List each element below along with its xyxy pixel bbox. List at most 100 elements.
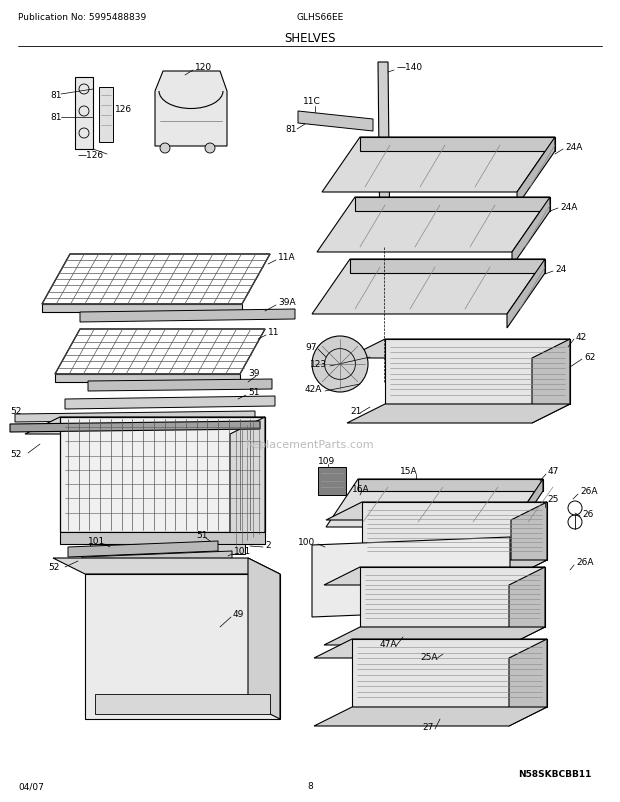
Polygon shape bbox=[60, 418, 265, 533]
Polygon shape bbox=[95, 695, 270, 714]
Text: Publication No: 5995488839: Publication No: 5995488839 bbox=[18, 14, 146, 22]
Polygon shape bbox=[230, 418, 265, 549]
Polygon shape bbox=[80, 310, 295, 322]
Polygon shape bbox=[358, 480, 543, 492]
Polygon shape bbox=[326, 502, 547, 520]
Text: ReplacementParts.com: ReplacementParts.com bbox=[246, 439, 374, 449]
Polygon shape bbox=[25, 418, 265, 435]
Text: 24: 24 bbox=[555, 265, 566, 274]
Polygon shape bbox=[532, 339, 570, 423]
Polygon shape bbox=[88, 379, 272, 391]
Polygon shape bbox=[15, 411, 255, 423]
Polygon shape bbox=[10, 422, 260, 432]
Polygon shape bbox=[352, 639, 547, 707]
Text: 51: 51 bbox=[248, 388, 260, 397]
Polygon shape bbox=[248, 558, 280, 719]
Polygon shape bbox=[60, 533, 265, 545]
Text: 51: 51 bbox=[196, 531, 208, 540]
Polygon shape bbox=[509, 567, 545, 645]
Text: 97: 97 bbox=[305, 343, 316, 352]
Polygon shape bbox=[317, 198, 550, 253]
Text: 26A: 26A bbox=[576, 558, 593, 567]
Circle shape bbox=[312, 337, 368, 392]
Text: 15A: 15A bbox=[400, 467, 418, 476]
Text: 11: 11 bbox=[268, 328, 280, 337]
Text: 04/07: 04/07 bbox=[18, 781, 44, 791]
Polygon shape bbox=[385, 339, 570, 404]
Text: 24A: 24A bbox=[565, 144, 582, 152]
Text: 26: 26 bbox=[582, 510, 593, 519]
Polygon shape bbox=[298, 111, 373, 132]
Text: 81: 81 bbox=[50, 91, 61, 99]
Text: —126: —126 bbox=[78, 150, 104, 160]
Polygon shape bbox=[82, 551, 232, 567]
Polygon shape bbox=[360, 567, 545, 627]
Text: 39A: 39A bbox=[278, 298, 296, 307]
Polygon shape bbox=[155, 72, 227, 147]
Polygon shape bbox=[512, 198, 550, 267]
Text: 47A: 47A bbox=[380, 640, 397, 649]
Text: 100: 100 bbox=[298, 538, 315, 547]
Text: 52: 52 bbox=[48, 563, 60, 572]
Polygon shape bbox=[85, 574, 280, 719]
Text: 42: 42 bbox=[576, 333, 587, 342]
Text: 81: 81 bbox=[50, 113, 61, 123]
Text: 120: 120 bbox=[195, 63, 212, 72]
Polygon shape bbox=[75, 78, 93, 150]
Polygon shape bbox=[511, 480, 543, 539]
Text: 26A: 26A bbox=[580, 487, 598, 496]
Polygon shape bbox=[507, 260, 545, 329]
Polygon shape bbox=[90, 545, 245, 554]
Text: 2: 2 bbox=[265, 541, 270, 550]
Polygon shape bbox=[314, 707, 547, 726]
Text: 11A: 11A bbox=[278, 253, 296, 262]
Polygon shape bbox=[347, 339, 570, 358]
Polygon shape bbox=[511, 502, 547, 578]
Text: 49: 49 bbox=[233, 610, 244, 618]
Polygon shape bbox=[312, 260, 545, 314]
Text: 47: 47 bbox=[548, 467, 559, 476]
Text: 21: 21 bbox=[350, 407, 361, 416]
Polygon shape bbox=[99, 88, 113, 143]
Polygon shape bbox=[68, 541, 218, 557]
Circle shape bbox=[205, 144, 215, 154]
Polygon shape bbox=[347, 404, 570, 423]
Text: 24A: 24A bbox=[560, 202, 577, 211]
Polygon shape bbox=[326, 561, 547, 578]
Polygon shape bbox=[318, 468, 346, 496]
Polygon shape bbox=[324, 567, 545, 585]
Text: 126: 126 bbox=[115, 105, 132, 115]
Text: SHELVES: SHELVES bbox=[284, 31, 336, 44]
Polygon shape bbox=[355, 198, 550, 212]
Text: 8: 8 bbox=[307, 781, 313, 791]
Text: 123: 123 bbox=[310, 360, 327, 369]
Text: —140: —140 bbox=[397, 63, 423, 72]
Polygon shape bbox=[55, 375, 240, 383]
Text: 27: 27 bbox=[422, 723, 433, 731]
Text: N58SKBCBB11: N58SKBCBB11 bbox=[518, 770, 592, 779]
Polygon shape bbox=[350, 260, 545, 273]
Text: 16A: 16A bbox=[352, 485, 370, 494]
Text: 25A: 25A bbox=[420, 653, 438, 662]
Text: 101: 101 bbox=[88, 537, 105, 546]
Polygon shape bbox=[326, 480, 543, 528]
Polygon shape bbox=[362, 502, 547, 561]
Polygon shape bbox=[314, 639, 547, 658]
Text: 62: 62 bbox=[584, 353, 595, 362]
Polygon shape bbox=[360, 138, 555, 152]
Text: 39: 39 bbox=[248, 369, 260, 378]
Polygon shape bbox=[312, 537, 510, 618]
Text: 52: 52 bbox=[10, 407, 21, 416]
Text: 25: 25 bbox=[547, 495, 559, 504]
Polygon shape bbox=[65, 396, 275, 410]
Text: 42A: 42A bbox=[305, 385, 322, 394]
Polygon shape bbox=[509, 639, 547, 726]
Text: 109: 109 bbox=[318, 457, 335, 466]
Text: 101: 101 bbox=[234, 547, 251, 556]
Text: 81: 81 bbox=[285, 125, 296, 134]
Polygon shape bbox=[378, 63, 390, 248]
Text: 52: 52 bbox=[10, 450, 21, 459]
Polygon shape bbox=[517, 138, 555, 207]
Text: GLHS66EE: GLHS66EE bbox=[296, 14, 343, 22]
Polygon shape bbox=[322, 138, 555, 192]
